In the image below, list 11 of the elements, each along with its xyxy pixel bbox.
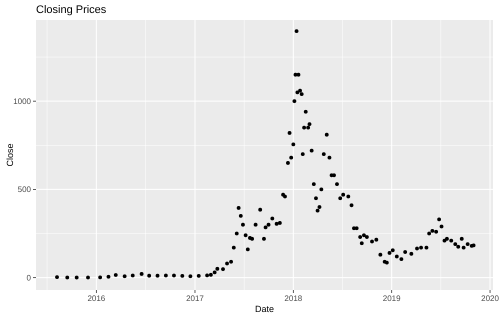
x-tick-label: 2018 [284, 294, 303, 303]
y-tick-label: 500 [18, 185, 32, 194]
x-tick-label: 2016 [87, 294, 106, 303]
x-tick-label: 2019 [382, 294, 402, 303]
y-tick-label: 1000 [13, 96, 32, 106]
chart-title: Closing Prices [36, 4, 107, 16]
x-tick-label: 2017 [186, 294, 204, 303]
x-axis-title: Date [254, 304, 274, 314]
x-tick-label: 2020 [481, 294, 500, 303]
y-axis-title: Close [5, 143, 15, 167]
y-tick-label: 0 [26, 273, 32, 282]
